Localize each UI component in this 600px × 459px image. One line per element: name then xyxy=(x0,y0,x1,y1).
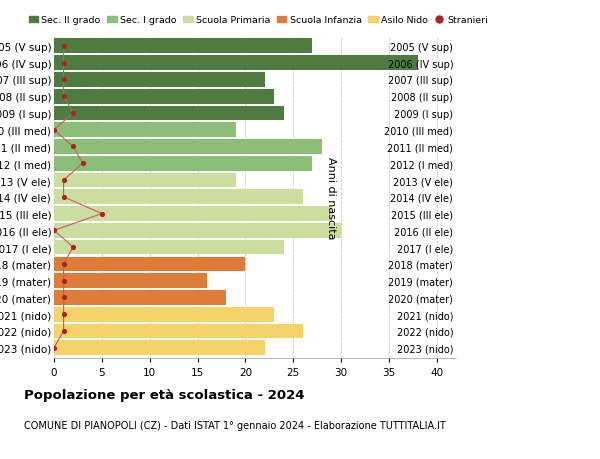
Point xyxy=(59,60,68,67)
Point xyxy=(59,43,68,50)
Bar xyxy=(54,123,236,138)
Bar xyxy=(54,207,332,222)
Bar xyxy=(54,224,341,238)
Bar xyxy=(54,240,284,255)
Point xyxy=(78,160,88,168)
Point xyxy=(68,244,78,251)
Bar xyxy=(54,291,226,305)
Point xyxy=(59,311,68,318)
Bar xyxy=(54,257,245,272)
Bar xyxy=(54,190,303,205)
Bar xyxy=(54,106,284,121)
Point xyxy=(59,328,68,335)
Point xyxy=(97,210,107,218)
Point xyxy=(59,261,68,268)
Point xyxy=(59,194,68,201)
Point xyxy=(49,227,59,235)
Point xyxy=(49,344,59,352)
Bar xyxy=(54,73,265,88)
Point xyxy=(59,177,68,185)
Bar xyxy=(54,341,265,355)
Bar xyxy=(54,140,322,155)
Bar xyxy=(54,324,303,339)
Text: COMUNE DI PIANOPOLI (CZ) - Dati ISTAT 1° gennaio 2024 - Elaborazione TUTTITALIA.: COMUNE DI PIANOPOLI (CZ) - Dati ISTAT 1°… xyxy=(24,420,446,430)
Point xyxy=(59,93,68,101)
Y-axis label: Anni di nascita: Anni di nascita xyxy=(326,156,336,239)
Point xyxy=(59,277,68,285)
Bar xyxy=(54,174,236,188)
Legend: Sec. II grado, Sec. I grado, Scuola Primaria, Scuola Infanzia, Asilo Nido, Stran: Sec. II grado, Sec. I grado, Scuola Prim… xyxy=(29,16,488,25)
Point xyxy=(68,144,78,151)
Bar xyxy=(54,90,274,104)
Bar xyxy=(54,307,274,322)
Bar xyxy=(54,274,207,288)
Text: Popolazione per età scolastica - 2024: Popolazione per età scolastica - 2024 xyxy=(24,388,305,401)
Point xyxy=(59,294,68,302)
Point xyxy=(68,110,78,118)
Bar xyxy=(54,56,418,71)
Bar xyxy=(54,39,313,54)
Bar xyxy=(54,157,313,171)
Point xyxy=(59,77,68,84)
Point xyxy=(49,127,59,134)
